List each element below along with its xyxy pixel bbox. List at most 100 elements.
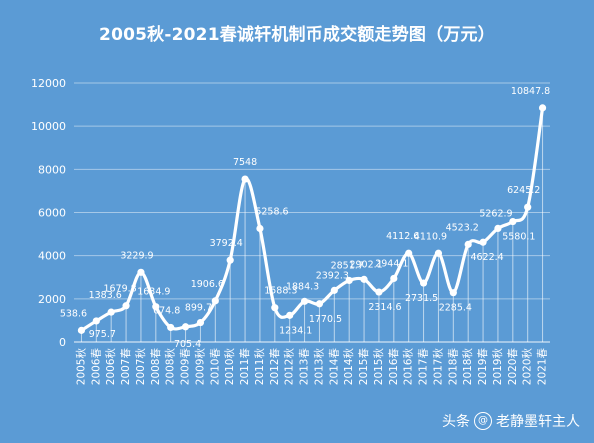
data-point <box>494 224 502 233</box>
data-point <box>167 323 175 332</box>
x-tick-label: 2009秋 <box>193 348 206 386</box>
data-point <box>92 317 100 325</box>
data-point <box>226 256 234 264</box>
data-label: 6245.2 <box>507 185 540 196</box>
data-point <box>360 275 368 283</box>
data-label: 4112.6 <box>386 231 419 242</box>
data-point <box>449 289 457 297</box>
x-tick-label: 2017春 <box>418 348 430 386</box>
data-label: 4110.9 <box>414 231 447 242</box>
data-point <box>137 268 145 276</box>
data-label: 3792.4 <box>210 238 243 249</box>
watermark-account: 老静墨轩主人 <box>496 414 580 430</box>
data-label: 1634.9 <box>137 287 170 298</box>
data-label: 899.7 <box>185 303 212 314</box>
data-label: 705.4 <box>174 339 201 350</box>
data-point <box>256 224 264 233</box>
data-point <box>271 304 279 312</box>
data-point <box>211 297 219 305</box>
x-tick-label: 2016秋 <box>402 348 415 386</box>
x-tick-label: 2011秋 <box>253 348 266 386</box>
chart-title: 2005秋-2021春诚轩机制币成交额走势图（万元） <box>99 25 495 45</box>
data-label: 2851.7 <box>331 260 364 271</box>
x-tick-label: 2007秋 <box>134 348 147 386</box>
data-point <box>196 318 205 327</box>
x-tick-label: 2017秋 <box>431 348 444 386</box>
x-tick-label: 2010春 <box>209 348 221 386</box>
data-label: 2285.4 <box>439 303 472 314</box>
data-point <box>330 286 338 294</box>
x-tick-label: 2010秋 <box>223 348 236 386</box>
data-label: 1884.3 <box>286 281 319 292</box>
data-point <box>315 300 324 308</box>
x-tick-label: 2019春 <box>477 348 489 386</box>
data-label: 674.8 <box>153 305 180 316</box>
data-point <box>241 175 249 183</box>
y-tick-label: 0 <box>59 336 66 349</box>
x-tick-label: 2008春 <box>150 348 162 386</box>
data-label: 10847.8 <box>511 86 550 97</box>
data-point <box>300 297 309 305</box>
data-label: 1770.5 <box>309 314 342 325</box>
x-tick-label: 2006春 <box>90 348 102 386</box>
x-tick-label: 2020春 <box>507 348 519 386</box>
data-label: 1906.6 <box>191 279 224 290</box>
x-tick-label: 2019秋 <box>491 348 504 386</box>
x-tick-label: 2013秋 <box>312 348 325 386</box>
data-point <box>375 288 383 296</box>
y-tick-label: 4000 <box>38 250 66 263</box>
data-label: 4523.2 <box>446 222 479 233</box>
x-tick-label: 2012春 <box>269 348 281 386</box>
x-tick-label: 2015春 <box>358 348 370 386</box>
data-label: 7548 <box>233 157 257 168</box>
x-tick-label: 2014秋 <box>342 348 355 386</box>
x-tick-label: 2016春 <box>388 348 400 386</box>
data-label: 1383.6 <box>89 290 122 301</box>
data-label: 1679.8 <box>103 284 136 295</box>
watermark: 头条 @ 老静墨轩主人 <box>442 411 580 431</box>
x-tick-label: 2009春 <box>180 348 192 386</box>
data-label: 3229.9 <box>120 250 153 261</box>
data-point <box>390 274 398 283</box>
data-label: 1588.3 <box>264 286 297 297</box>
y-tick-label: 10000 <box>31 120 66 133</box>
data-point <box>524 203 532 211</box>
x-tick-label: 2008秋 <box>164 348 177 386</box>
data-point <box>405 249 413 257</box>
data-label: 2314.6 <box>368 302 401 313</box>
y-tick-label: 8000 <box>38 163 66 176</box>
data-label: 5262.9 <box>479 208 512 219</box>
data-label: 5258.6 <box>255 207 288 218</box>
x-tick-label: 2018秋 <box>461 348 474 386</box>
data-point <box>181 323 190 331</box>
y-tick-label: 6000 <box>38 207 66 220</box>
y-tick-label: 2000 <box>38 293 66 306</box>
data-point <box>419 279 428 287</box>
y-tick-label: 12000 <box>31 77 66 90</box>
x-tick-label: 2021春 <box>537 348 549 386</box>
data-point <box>538 104 547 112</box>
data-point <box>122 302 130 310</box>
data-label: 2902.1 <box>349 259 382 270</box>
data-label: 5580.1 <box>502 232 535 243</box>
x-tick-label: 2011春 <box>239 348 251 386</box>
data-point <box>345 276 353 285</box>
x-tick-label: 2005秋 <box>74 348 87 386</box>
x-tick-label: 2007春 <box>120 348 132 386</box>
data-point <box>107 308 115 316</box>
at-icon: @ <box>474 412 492 430</box>
x-tick-label: 2015秋 <box>372 348 385 386</box>
data-label: 4622.4 <box>470 252 503 263</box>
data-label: 1234.1 <box>279 325 312 336</box>
x-tick-label: 2013春 <box>299 348 311 386</box>
data-point <box>509 217 517 226</box>
watermark-prefix: 头条 <box>442 414 470 430</box>
data-point <box>286 311 294 319</box>
x-tick-label: 2006秋 <box>104 348 117 386</box>
data-label: 2392.3 <box>316 270 349 281</box>
x-tick-label: 2020秋 <box>521 348 534 386</box>
data-point <box>77 326 86 334</box>
data-point <box>479 238 487 246</box>
